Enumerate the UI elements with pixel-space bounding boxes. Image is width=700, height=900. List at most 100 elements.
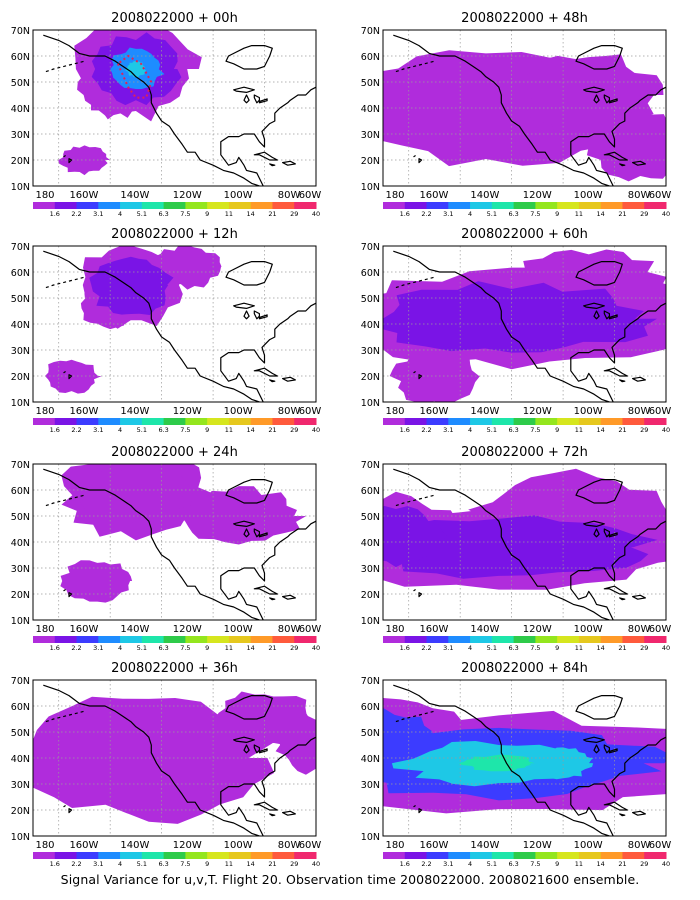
lat-tick-label: 70N bbox=[361, 676, 380, 687]
colorbar-label: 21 bbox=[618, 860, 626, 868]
colorbar-swatch bbox=[557, 418, 580, 425]
colorbar-label: 6.3 bbox=[158, 426, 168, 434]
island-outline bbox=[68, 808, 73, 814]
lake-outline bbox=[608, 314, 618, 320]
lake-outline bbox=[583, 520, 605, 527]
colorbar-label: 29 bbox=[290, 426, 298, 434]
colorbar-label: 2.2 bbox=[71, 860, 81, 868]
colorbar-swatch bbox=[622, 202, 645, 209]
colorbar-label: 14 bbox=[597, 426, 605, 434]
colorbar-swatch bbox=[644, 636, 667, 643]
colorbar-swatch bbox=[513, 852, 536, 859]
lat-tick-label: 30N bbox=[361, 346, 380, 357]
lon-tick-label: 120W bbox=[523, 406, 552, 417]
lon-tick-label: 60W bbox=[299, 406, 322, 417]
colorbar-swatch bbox=[600, 636, 623, 643]
colorbar-swatch bbox=[250, 202, 273, 209]
island-outline bbox=[619, 163, 626, 167]
lon-tick-label: 140W bbox=[470, 190, 499, 201]
colorbar-label: 4 bbox=[468, 644, 472, 652]
colorbar-label: 4 bbox=[468, 860, 472, 868]
island-outline bbox=[63, 371, 66, 374]
lat-tick-label: 70N bbox=[361, 460, 380, 471]
colorbar-label: 9 bbox=[205, 860, 209, 868]
lat-tick-label: 70N bbox=[11, 676, 30, 687]
lake-outline bbox=[233, 302, 255, 309]
colorbar-label: 14 bbox=[597, 210, 605, 218]
variance-field bbox=[33, 464, 316, 620]
colorbar-swatch bbox=[491, 418, 515, 425]
colorbar-label: 3.1 bbox=[93, 644, 103, 652]
colorbar-label: 40 bbox=[662, 860, 670, 868]
colorbar-swatch bbox=[294, 852, 317, 859]
lake-outline bbox=[583, 736, 605, 743]
colorbar-label: 5.1 bbox=[487, 426, 497, 434]
coastline bbox=[570, 520, 666, 620]
coastline bbox=[570, 86, 666, 186]
colorbar-label: 29 bbox=[290, 860, 298, 868]
lake-outline bbox=[608, 532, 618, 538]
map-frame bbox=[32, 679, 317, 837]
lake-outline bbox=[243, 310, 250, 320]
colorbar-swatch bbox=[76, 636, 99, 643]
lake-outline bbox=[253, 94, 260, 104]
colorbar-swatch bbox=[163, 202, 186, 209]
coastline bbox=[225, 45, 273, 70]
lon-tick-label: 120W bbox=[523, 840, 552, 851]
colorbar-label: 5.1 bbox=[487, 644, 497, 652]
lat-tick-label: 20N bbox=[361, 590, 380, 601]
colorbar-label: 21 bbox=[618, 210, 626, 218]
colorbar-swatch bbox=[76, 202, 99, 209]
colorbar-swatch bbox=[491, 202, 515, 209]
lake-outline bbox=[593, 744, 600, 754]
colorbar-swatch bbox=[228, 202, 252, 209]
island-outline bbox=[282, 160, 296, 166]
island-outline bbox=[619, 813, 626, 817]
colorbar-label: 6.3 bbox=[508, 644, 518, 652]
island-outline bbox=[253, 801, 278, 811]
colorbar-swatch bbox=[185, 636, 208, 643]
lon-tick-label: 140W bbox=[470, 624, 499, 635]
lon-tick-label: 180 bbox=[35, 406, 54, 417]
island-outline bbox=[68, 374, 73, 380]
colorbar-label: 14 bbox=[247, 860, 255, 868]
lat-tick-label: 10N bbox=[361, 616, 380, 627]
lon-tick-label: 100W bbox=[224, 624, 253, 635]
variance-field bbox=[383, 680, 666, 836]
lake-outline bbox=[258, 98, 268, 104]
lake-outline bbox=[258, 748, 268, 754]
island-outline bbox=[632, 594, 646, 600]
colorbar-swatch bbox=[98, 636, 121, 643]
colorbar-label: 14 bbox=[247, 644, 255, 652]
lon-tick-label: 100W bbox=[574, 624, 603, 635]
lon-tick-label: 160W bbox=[69, 840, 98, 851]
lon-tick-label: 180 bbox=[35, 624, 54, 635]
lat-tick-label: 60N bbox=[361, 52, 380, 63]
colorbar-label: 5.1 bbox=[137, 860, 147, 868]
lat-tick-label: 50N bbox=[11, 512, 30, 523]
island-outline bbox=[418, 808, 423, 814]
colorbar-swatch bbox=[54, 418, 78, 425]
lat-tick-label: 30N bbox=[361, 780, 380, 791]
lon-tick-label: 160W bbox=[69, 624, 98, 635]
lat-tick-label: 40N bbox=[11, 538, 30, 549]
aleutian-islands bbox=[395, 494, 435, 507]
lat-tick-label: 40N bbox=[11, 104, 30, 115]
variance-field bbox=[33, 246, 316, 402]
lake-outline bbox=[603, 94, 610, 104]
colorbar-swatch bbox=[578, 852, 602, 859]
lat-tick-label: 50N bbox=[11, 294, 30, 305]
lon-tick-label: 180 bbox=[35, 840, 54, 851]
lat-tick-label: 60N bbox=[361, 268, 380, 279]
coastline bbox=[393, 34, 610, 186]
lon-tick-label: 80W bbox=[278, 840, 301, 851]
island-outline bbox=[269, 813, 276, 817]
lat-tick-label: 60N bbox=[361, 486, 380, 497]
lake-outline bbox=[233, 736, 255, 743]
lon-tick-label: 60W bbox=[299, 624, 322, 635]
colorbar-swatch bbox=[228, 852, 252, 859]
variance-contour bbox=[383, 505, 448, 568]
